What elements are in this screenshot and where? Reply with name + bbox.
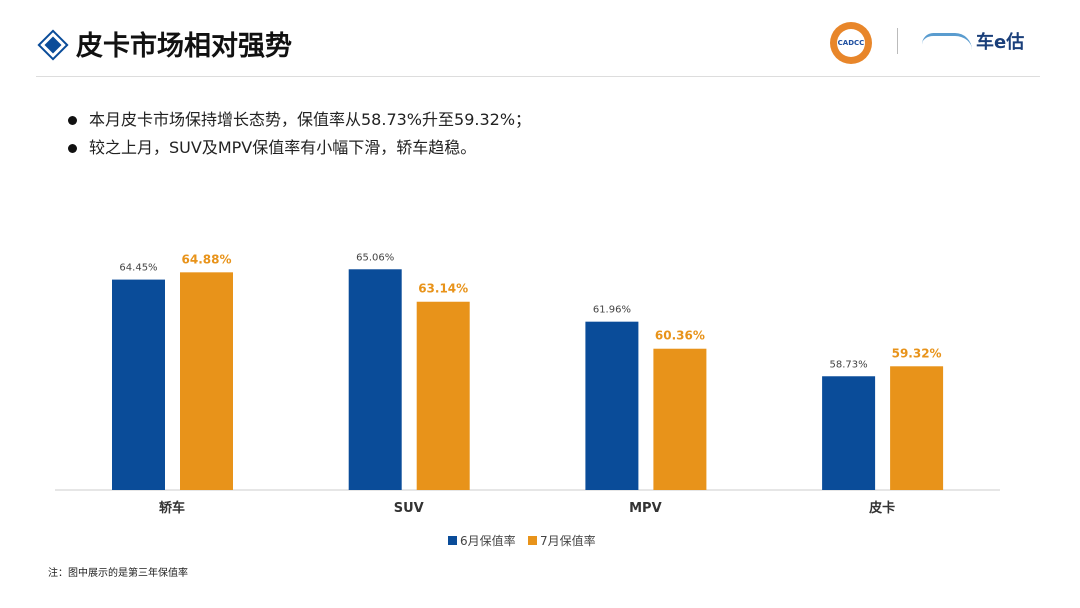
data-label: 63.14% xyxy=(418,282,468,296)
category-label: SUV xyxy=(394,501,424,516)
slide-title: 皮卡市场相对强势 xyxy=(40,24,292,63)
data-label: 58.73% xyxy=(830,359,868,370)
cadcc-logo: CADCC xyxy=(830,22,872,64)
category-label: 皮卡 xyxy=(868,500,895,516)
bullet-item: 本月皮卡市场保持增长态势，保值率从58.73%升至59.32%； xyxy=(68,106,531,134)
bar xyxy=(585,321,639,490)
legend-swatch xyxy=(448,536,457,545)
legend-swatch xyxy=(528,536,537,545)
header-divider xyxy=(36,76,1040,77)
cheegu-logo: 车e估 xyxy=(922,28,1024,54)
bar xyxy=(112,279,165,490)
bullet-item: 较之上月，SUV及MPV保值率有小幅下滑，轿车趋稳。 xyxy=(68,134,531,162)
legend-label: 7月保值率 xyxy=(540,533,596,548)
divider xyxy=(897,28,898,54)
bar xyxy=(348,269,402,490)
category-label: 轿车 xyxy=(159,500,185,516)
bar xyxy=(822,376,876,490)
bar xyxy=(653,348,707,490)
footnote: 注：图中展示的是第三年保值率 xyxy=(48,568,188,579)
data-label: 64.88% xyxy=(182,252,232,266)
data-label: 61.96% xyxy=(593,305,631,316)
bullet-list: 本月皮卡市场保持增长态势，保值率从58.73%升至59.32%； 较之上月，SU… xyxy=(68,106,531,162)
title-text: 皮卡市场相对强势 xyxy=(76,31,292,62)
bar xyxy=(890,366,944,490)
data-label: 60.36% xyxy=(655,329,705,343)
bar xyxy=(180,272,233,490)
data-label: 59.32% xyxy=(892,346,942,360)
data-label: 64.45% xyxy=(119,263,157,274)
bar xyxy=(416,301,470,490)
data-label: 65.06% xyxy=(356,252,394,263)
legend-label: 6月保值率 xyxy=(460,533,516,548)
category-label: MPV xyxy=(629,501,662,516)
